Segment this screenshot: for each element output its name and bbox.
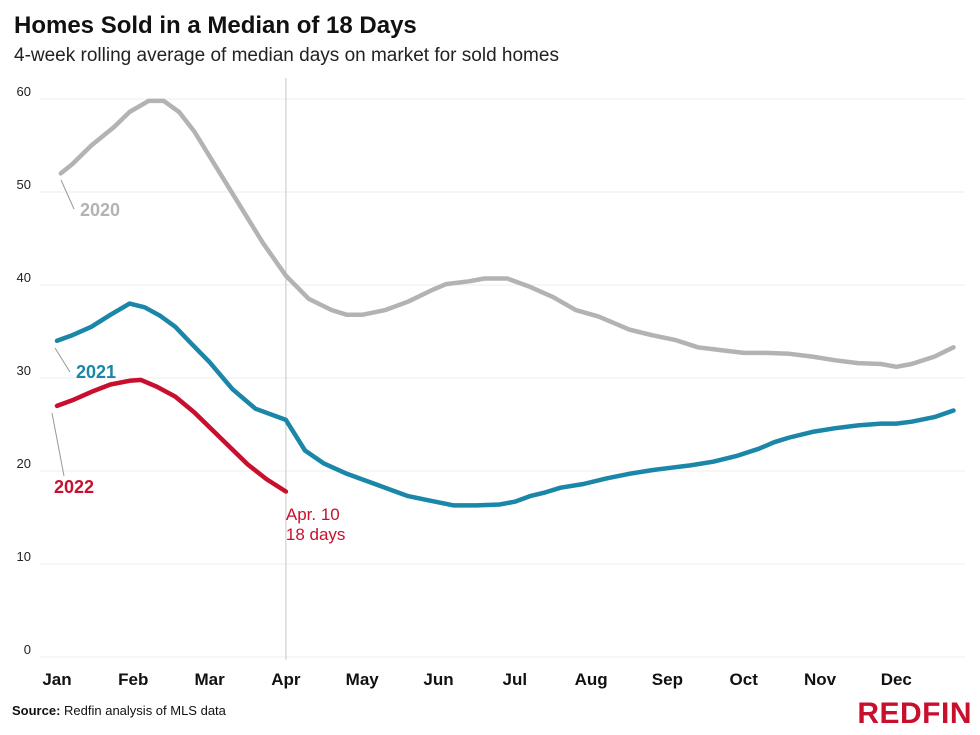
y-axis: 0 10 20 30 40 50 60 [17, 84, 31, 657]
x-tick-label: Nov [804, 670, 837, 689]
series-lines [54, 98, 956, 508]
redfin-logo: REDFIN [857, 697, 972, 730]
y-tick-label: 30 [17, 363, 31, 378]
series-label-2022: 2022 [54, 477, 94, 497]
y-tick-label: 40 [17, 270, 31, 285]
series-line-2022 [54, 377, 289, 494]
series-line-2020 [58, 98, 956, 370]
leader-line-2021 [54, 347, 71, 373]
x-tick-label: Jan [42, 670, 71, 689]
x-tick-label: Feb [118, 670, 148, 689]
annotation-date: Apr. 10 [286, 505, 340, 524]
y-tick-label: 20 [17, 456, 31, 471]
series-label-2020: 2020 [80, 200, 120, 220]
x-tick-label: Sep [652, 670, 683, 689]
series-line-2021 [54, 301, 956, 508]
y-tick-label: 0 [24, 642, 31, 657]
chart-title: Homes Sold in a Median of 18 Days [14, 12, 417, 39]
x-tick-label: Apr [271, 670, 301, 689]
chart-subtitle: 4-week rolling average of median days on… [14, 45, 559, 66]
x-tick-label: Dec [881, 670, 912, 689]
series-label-2021: 2021 [76, 362, 116, 382]
x-tick-label: Mar [194, 670, 225, 689]
x-tick-label: Jun [423, 670, 453, 689]
gridlines [40, 98, 965, 658]
x-tick-label: Aug [575, 670, 608, 689]
leader-line-2020 [60, 179, 75, 210]
leader-line-2022 [51, 412, 65, 477]
source-label: Source: [12, 703, 61, 718]
x-tick-label: Jul [503, 670, 528, 689]
y-tick-label: 60 [17, 84, 31, 99]
y-tick-label: 10 [17, 549, 31, 564]
y-tick-label: 50 [17, 177, 31, 192]
x-axis: Jan Feb Mar Apr May Jun Jul Aug Sep Oct Nov Dec [42, 670, 912, 689]
x-tick-label: Oct [730, 670, 759, 689]
x-tick-label: May [346, 670, 380, 689]
source-note: Source: Redfin analysis of MLS data [12, 703, 226, 718]
source-text: Redfin analysis of MLS data [64, 703, 226, 718]
annotation-value: 18 days [286, 525, 346, 544]
